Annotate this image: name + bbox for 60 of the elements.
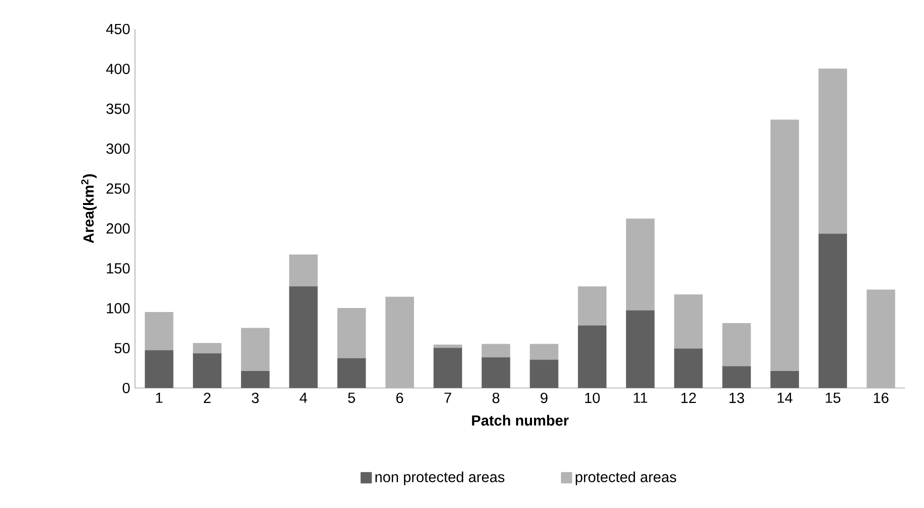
bar [144, 312, 174, 351]
bar [241, 370, 270, 388]
bar [241, 328, 270, 372]
bar [674, 348, 703, 388]
bar [818, 234, 848, 388]
y-tick-label: 0 [122, 382, 130, 394]
x-tick-label: 2 [204, 392, 211, 403]
x-tick-label: 15 [826, 392, 840, 403]
bar [337, 358, 366, 388]
x-tick-label: 10 [585, 392, 600, 404]
bar [818, 68, 848, 234]
bar [482, 344, 510, 358]
bar [289, 254, 318, 287]
x-tick-label: 11 [634, 392, 648, 403]
y-axis-title: Area(km$^{2}$) [81, 174, 97, 244]
y-tick-label: 250 [106, 183, 130, 194]
x-tick-label: 16 [874, 392, 888, 404]
x-tick-label: 9 [540, 392, 548, 404]
x-tick-label: 12 [681, 392, 696, 403]
legend-label: protected areas [576, 471, 676, 486]
bar [385, 296, 414, 388]
x-tick-label: 13 [730, 392, 744, 404]
x-tick-label: 14 [778, 392, 792, 403]
y-tick-label: 150 [106, 263, 130, 274]
x-tick-label: 7 [444, 392, 452, 403]
x-tick-label: 5 [348, 392, 356, 403]
bar [866, 290, 896, 388]
bar [434, 348, 462, 388]
x-tick-label: 1 [156, 392, 162, 403]
bar [192, 353, 222, 388]
y-tick-label: 50 [114, 342, 130, 354]
bar [674, 294, 703, 350]
y-tick-label: 450 [106, 24, 130, 34]
bar [482, 357, 510, 388]
y-tick-label: 400 [106, 64, 130, 74]
bar [289, 286, 318, 388]
y-tick-label: 100 [106, 303, 130, 314]
x-tick-label: 8 [492, 392, 500, 404]
bar [530, 344, 558, 360]
bar [337, 308, 366, 359]
x-tick-label: 4 [300, 392, 308, 403]
y-tick-label: 300 [106, 143, 130, 154]
bar [530, 360, 558, 388]
bar [626, 218, 655, 311]
bar [434, 344, 462, 348]
x-tick-label: 3 [252, 392, 259, 404]
bar [770, 370, 799, 388]
x-tick-label: 6 [396, 392, 404, 404]
bar [626, 310, 655, 388]
bar [144, 350, 174, 388]
legend-label: non protected areas [375, 471, 504, 486]
y-tick-label: 350 [106, 104, 130, 114]
bar [192, 343, 222, 354]
x-axis-title: Patch number [472, 414, 569, 426]
bar [722, 366, 751, 388]
bar [722, 323, 751, 367]
bar [578, 286, 606, 326]
bar [770, 120, 799, 372]
bar [578, 326, 606, 388]
y-tick-label: 200 [106, 223, 130, 234]
